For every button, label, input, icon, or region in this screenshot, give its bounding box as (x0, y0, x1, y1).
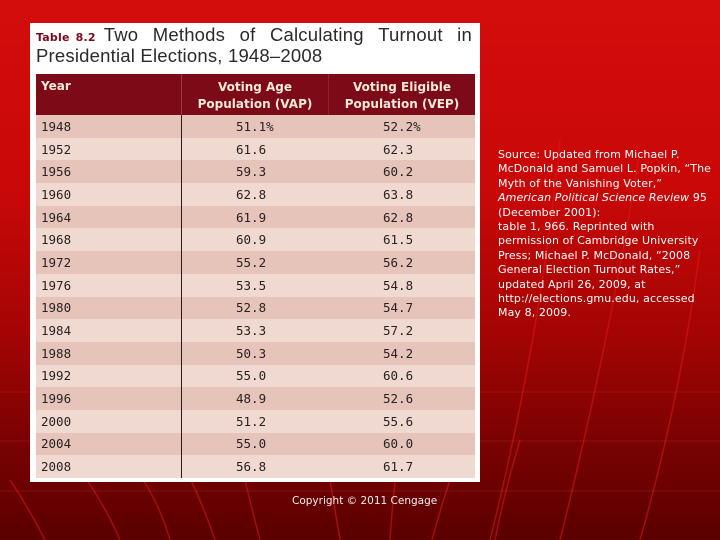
cell-year: 1984 (36, 319, 182, 342)
table-number: 8.2 (75, 31, 96, 44)
cell-vep: 52.2% (383, 118, 421, 134)
source-text-3: table 1, 966. Reprinted with permission … (498, 220, 699, 320)
cell-vap: 60.9 (236, 232, 267, 248)
header-vep-line1: Voting Eligible (352, 80, 451, 94)
title-word: Calculating (269, 24, 364, 45)
header-vap-line1: Voting Age (217, 80, 293, 94)
cell-vep: 52.6 (383, 391, 414, 407)
table-row: 1948 51.1% 52.2% (36, 115, 475, 138)
copyright-notice: Copyright © 2011 Cengage (292, 495, 438, 507)
title-word: Turnout (378, 24, 443, 45)
cell-vap: 53.5 (236, 277, 267, 293)
cell-year: 1956 (36, 160, 182, 184)
cell-vep: 60.0 (383, 436, 414, 452)
cell-vep: 62.8 (383, 209, 414, 225)
table-row: 1964 61.9 62.8 (36, 205, 475, 229)
cell-year: 2008 (36, 455, 182, 478)
cell-vep: 57.2 (383, 323, 414, 339)
cell-vep: 54.2 (383, 345, 414, 361)
table-row: 1996 48.9 52.6 (36, 387, 475, 410)
cell-year: 1948 (36, 115, 182, 138)
title-word: of (239, 24, 256, 45)
table-header: Year Voting Age Population (VAP) Voting … (36, 74, 475, 115)
header-vep: Voting Eligible Population (VEP) (329, 74, 475, 115)
table-row: 1988 50.3 54.2 (36, 341, 475, 365)
cell-year: 1960 (36, 183, 182, 206)
cell-year: 1952 (36, 137, 182, 161)
title-word: in (457, 24, 472, 45)
cell-vap: 55.2 (236, 254, 267, 270)
cell-year: 1992 (36, 364, 182, 388)
table-row: 1980 52.8 54.7 (36, 296, 475, 320)
cell-vap: 56.8 (236, 459, 267, 475)
cell-vep: 61.5 (383, 232, 414, 248)
table-row: 1960 62.8 63.8 (36, 183, 475, 206)
table-row: 1968 60.9 61.5 (36, 228, 475, 252)
cell-year: 2004 (36, 432, 182, 456)
cell-vap: 53.3 (236, 323, 267, 339)
cell-vep: 60.2 (383, 164, 414, 180)
table-row: 1956 59.3 60.2 (36, 160, 475, 184)
cell-year: 1988 (36, 341, 182, 365)
cell-vap: 62.8 (236, 186, 267, 202)
cell-vep: 61.7 (383, 459, 414, 475)
title-line-2: Presidential Elections, 1948–2008 (36, 45, 323, 66)
cell-year: 1996 (36, 387, 182, 410)
cell-vap: 50.3 (236, 345, 267, 361)
table-title: Table 8.2 Two Methods of Calculating Turno… (36, 24, 472, 66)
cell-year: 1964 (36, 205, 182, 229)
title-word: Methods (152, 24, 226, 45)
source-journal: American Political Science Review (498, 191, 690, 205)
table-row: 2004 55.0 60.0 (36, 432, 475, 456)
cell-year: 1980 (36, 296, 182, 320)
source-text-1: Source: Updated from Michael P. McDonald… (498, 148, 712, 190)
header-vap: Voting Age Population (VAP) (182, 74, 329, 115)
table-row: 1952 61.6 62.3 (36, 137, 475, 161)
table-row: 1972 55.2 56.2 (36, 251, 475, 274)
header-vap-line2: Population (VAP) (197, 97, 313, 111)
header-year: Year (36, 74, 182, 115)
title-word: Two (103, 24, 139, 45)
cell-vap: 55.0 (236, 436, 267, 452)
table-label: Table (36, 31, 70, 44)
cell-vep: 54.7 (383, 300, 414, 316)
table-row: 2008 56.8 61.7 (36, 455, 475, 478)
table-panel: Table 8.2 Two Methods of Calculating Turno… (30, 23, 480, 482)
header-vep-line2: Population (VEP) (344, 97, 460, 111)
table-row: 1976 53.5 54.8 (36, 273, 475, 297)
source-text-2: 95 (December 2001): (498, 191, 708, 219)
cell-vap: 55.0 (236, 368, 267, 384)
cell-vep: 56.2 (383, 254, 414, 270)
table-row: 1992 55.0 60.6 (36, 364, 475, 388)
cell-vep: 60.6 (383, 368, 414, 384)
cell-year: 1968 (36, 228, 182, 252)
cell-vap: 61.9 (236, 209, 267, 225)
turnout-table: Year Voting Age Population (VAP) Voting … (36, 74, 475, 478)
cell-vep: 62.3 (383, 141, 414, 157)
cell-vap: 61.6 (236, 141, 267, 157)
cell-vap: 52.8 (236, 300, 267, 316)
cell-vep: 63.8 (383, 186, 414, 202)
cell-year: 2000 (36, 409, 182, 433)
source-citation: Source: Updated from Michael P. McDonald… (498, 148, 713, 321)
cell-vap: 48.9 (236, 391, 267, 407)
cell-vep: 54.8 (383, 277, 414, 293)
cell-year: 1976 (36, 273, 182, 297)
cell-year: 1972 (36, 251, 182, 274)
table-body: 1948 51.1% 52.2% 1952 61.6 62.3 1956 59.3 60.2 19… (36, 115, 475, 478)
cell-vap: 51.2 (236, 413, 267, 429)
cell-vep: 55.6 (383, 413, 414, 429)
table-row: 1984 53.3 57.2 (36, 319, 475, 342)
cell-vap: 51.1% (236, 118, 274, 134)
table-row: 2000 51.2 55.6 (36, 409, 475, 433)
cell-vap: 59.3 (236, 164, 267, 180)
